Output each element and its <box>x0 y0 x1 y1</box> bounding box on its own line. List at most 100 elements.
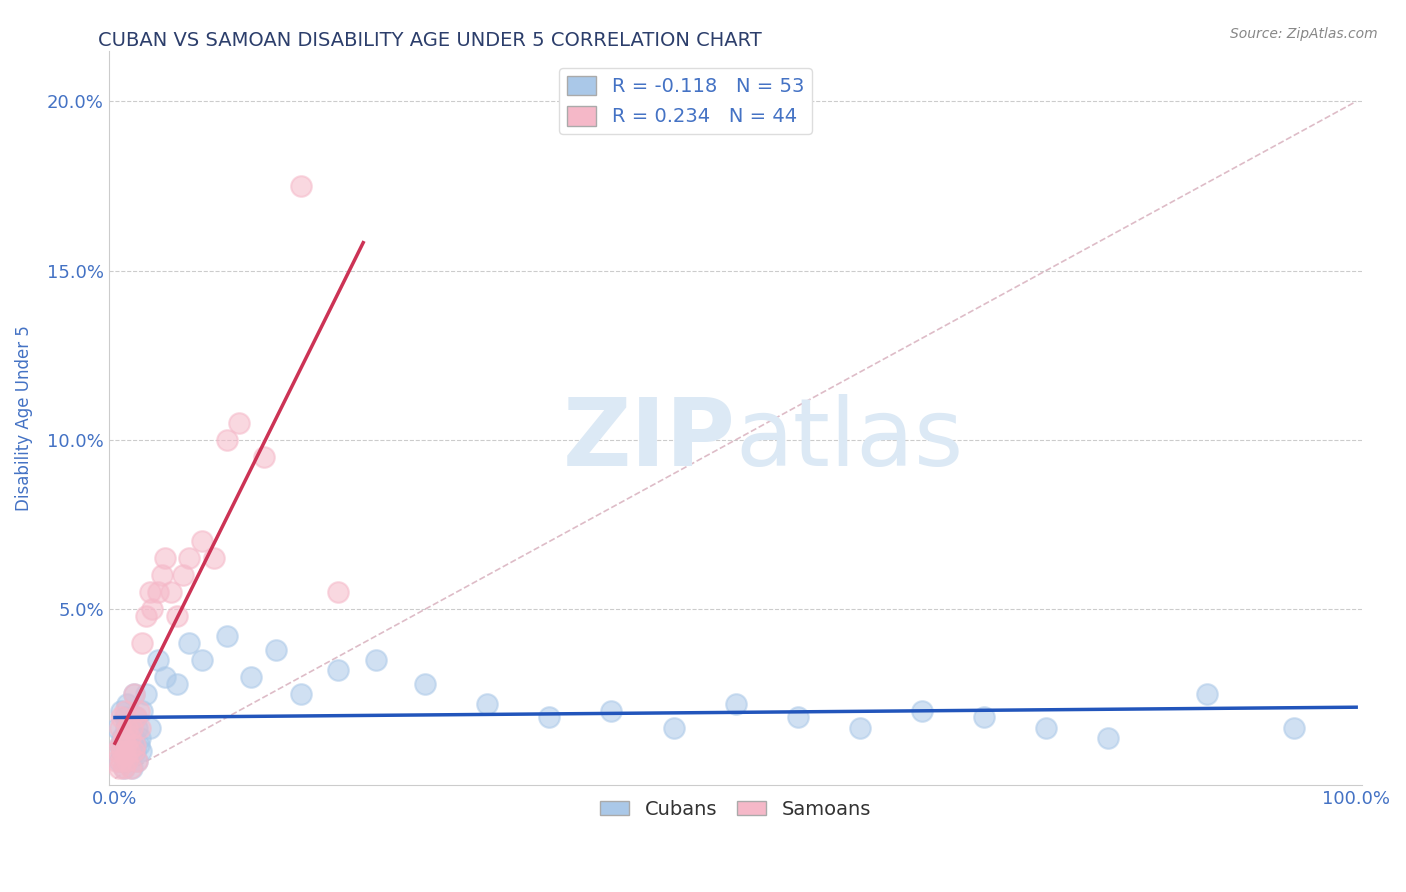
Point <box>122 731 145 745</box>
Point <box>240 670 263 684</box>
Point <box>600 704 623 718</box>
Point <box>107 755 129 769</box>
Point <box>153 551 176 566</box>
Point <box>166 676 188 690</box>
Point <box>128 731 150 745</box>
Point <box>266 642 288 657</box>
Point <box>131 704 153 718</box>
Point <box>141 602 163 616</box>
Text: atlas: atlas <box>735 394 965 486</box>
Point <box>121 761 143 775</box>
Point <box>148 585 170 599</box>
Point <box>112 761 135 775</box>
Point <box>117 738 139 752</box>
Point <box>202 551 225 566</box>
Point <box>128 738 150 752</box>
Point <box>117 697 139 711</box>
Point <box>662 721 685 735</box>
Point <box>122 744 145 758</box>
Point <box>110 710 132 724</box>
Point <box>138 721 160 735</box>
Point <box>413 676 436 690</box>
Point <box>118 744 141 758</box>
Point <box>724 697 747 711</box>
Point <box>150 568 173 582</box>
Point <box>328 585 350 599</box>
Point <box>125 710 148 724</box>
Point <box>105 755 128 769</box>
Point <box>166 608 188 623</box>
Text: ZIP: ZIP <box>562 394 735 486</box>
Point <box>364 653 387 667</box>
Point <box>131 636 153 650</box>
Point <box>1197 687 1219 701</box>
Point <box>215 629 238 643</box>
Point <box>112 731 135 745</box>
Point <box>107 761 129 775</box>
Point <box>111 744 134 758</box>
Point <box>973 710 995 724</box>
Point <box>228 416 250 430</box>
Point <box>138 585 160 599</box>
Point <box>124 744 146 758</box>
Point <box>115 721 138 735</box>
Y-axis label: Disability Age Under 5: Disability Age Under 5 <box>15 325 32 511</box>
Point <box>117 744 139 758</box>
Point <box>111 731 134 745</box>
Point <box>328 663 350 677</box>
Point <box>108 738 131 752</box>
Point <box>127 721 149 735</box>
Point <box>129 744 152 758</box>
Point <box>108 721 131 735</box>
Point <box>153 670 176 684</box>
Point <box>108 738 131 752</box>
Point <box>179 636 201 650</box>
Text: CUBAN VS SAMOAN DISABILITY AGE UNDER 5 CORRELATION CHART: CUBAN VS SAMOAN DISABILITY AGE UNDER 5 C… <box>98 31 762 50</box>
Point <box>172 568 194 582</box>
Point <box>911 704 934 718</box>
Point <box>117 755 139 769</box>
Point <box>110 744 132 758</box>
Point <box>114 704 136 718</box>
Point <box>128 721 150 735</box>
Point <box>290 179 312 194</box>
Point <box>107 744 129 758</box>
Point <box>191 534 214 549</box>
Point <box>127 755 149 769</box>
Point <box>127 755 149 769</box>
Point <box>121 721 143 735</box>
Point <box>114 747 136 762</box>
Text: Source: ZipAtlas.com: Source: ZipAtlas.com <box>1230 27 1378 41</box>
Point <box>128 704 150 718</box>
Point <box>114 710 136 724</box>
Point <box>110 704 132 718</box>
Point <box>148 653 170 667</box>
Point <box>1097 731 1119 745</box>
Point <box>107 721 129 735</box>
Point <box>191 653 214 667</box>
Point <box>215 433 238 447</box>
Legend: Cubans, Samoans: Cubans, Samoans <box>592 792 879 827</box>
Point <box>122 687 145 701</box>
Point <box>179 551 201 566</box>
Point <box>1035 721 1057 735</box>
Point <box>125 710 148 724</box>
Point <box>786 710 808 724</box>
Point <box>477 697 499 711</box>
Point <box>114 747 136 762</box>
Point <box>159 585 181 599</box>
Point <box>135 608 157 623</box>
Point <box>117 721 139 735</box>
Point <box>117 755 139 769</box>
Point <box>115 738 138 752</box>
Point <box>1282 721 1305 735</box>
Point <box>120 721 142 735</box>
Point <box>122 687 145 701</box>
Point <box>253 450 276 464</box>
Point <box>112 761 135 775</box>
Point <box>118 731 141 745</box>
Point <box>848 721 870 735</box>
Point <box>135 687 157 701</box>
Point <box>290 687 312 701</box>
Point <box>124 738 146 752</box>
